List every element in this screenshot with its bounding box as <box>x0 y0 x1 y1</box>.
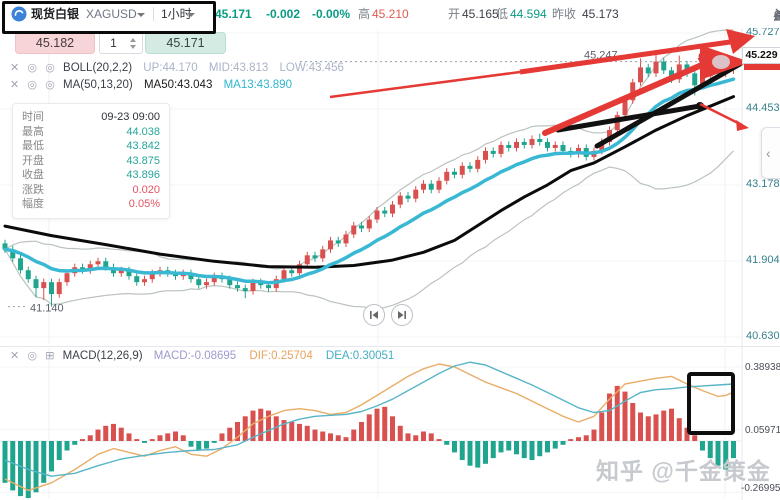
tooltip-row: 涨跌 0.020 <box>22 183 160 196</box>
dif-value: DIF:0.25704 <box>249 350 313 362</box>
remove-ma-icon[interactable]: ✕ <box>10 79 20 91</box>
macd-value: MACD:-0.08695 <box>153 350 237 362</box>
skip-to-start-icon <box>370 311 378 319</box>
stepper-down-icon[interactable] <box>130 44 136 49</box>
dea-value: DEA:0.30051 <box>325 350 395 362</box>
chevron-left-icon: ‹ <box>766 145 771 161</box>
svg-text:41.140: 41.140 <box>30 303 64 315</box>
remove-macd-icon[interactable]: ✕ <box>10 350 20 362</box>
macd-axis-label: 0.38938 <box>745 362 780 373</box>
tooltip-row: 最高 44.038 <box>22 125 160 138</box>
macd-title: MACD(12,26,9) <box>62 350 143 362</box>
boll-up-value: UP:44.170 <box>143 62 198 74</box>
high-value: 45.210 <box>372 7 409 21</box>
watermark: 知乎 @千金策金 <box>596 458 771 484</box>
tooltip-row: 幅度 0.05% <box>22 198 160 210</box>
tooltip-row: 最低 43.842 <box>22 140 160 152</box>
last-price: 45.171 <box>215 7 252 21</box>
open-value: 45.165 <box>462 7 499 21</box>
stepper-up-icon[interactable] <box>130 37 136 42</box>
boll-legend-row: ✕ ◎ ◎ BOLL(20,2,2) UP:44.170 MID:43.813 … <box>10 61 352 74</box>
boll-settings-icon[interactable]: ◎ <box>27 62 38 74</box>
ma50-value: MA50:43.043 <box>143 79 213 91</box>
macd-axis-label: 0.05971 <box>745 425 780 436</box>
toolbar: 现货白银 XAGUSD 1小时 45.171 -0.002 -0.00% 高 4… <box>0 0 780 28</box>
current-price-tag: 45.229 <box>742 47 780 64</box>
prev-close-value: 45.173 <box>582 7 619 21</box>
tooltip-row: 收盘 43.896 <box>22 169 160 181</box>
close-icon[interactable] <box>772 5 780 22</box>
price-axis-label: 45.727 <box>746 26 780 38</box>
ma13-value: MA13:43.890 <box>223 79 292 91</box>
price-change: -0.002 <box>266 7 301 21</box>
boll-title: BOLL(20,2,2) <box>63 62 133 74</box>
ma-legend-row: ✕ ◎ ◎ MA(50,13,20) MA50:43.043 MA13:43.8… <box>10 78 292 91</box>
boll-visibility-icon[interactable]: ◎ <box>45 62 55 74</box>
price-change-percent: -0.00% <box>312 7 351 21</box>
price-axis-label: 43.178 <box>746 178 780 190</box>
side-panel-toggle[interactable]: ‹ <box>761 127 780 179</box>
scroll-to-start-button[interactable] <box>363 304 385 326</box>
timeframe-selector[interactable]: 1小时 <box>161 7 192 21</box>
price-axis-label: 40.630 <box>746 330 780 342</box>
symbol-code[interactable]: XAGUSD <box>86 7 137 21</box>
sell-button[interactable]: 45.182 <box>15 32 95 54</box>
price-axis-label: 44.453 <box>746 102 780 114</box>
quantity-value[interactable]: 1 <box>110 36 117 50</box>
low-value: 44.594 <box>510 7 547 21</box>
remove-boll-icon[interactable]: ✕ <box>10 62 20 74</box>
broker-logo-icon <box>11 6 27 22</box>
macd-axis-label: -0.26995 <box>741 483 780 494</box>
symbol-name[interactable]: 现货白银 <box>31 7 80 21</box>
buy-button[interactable]: 45.171 <box>145 32 226 54</box>
ma-title: MA(50,13,20) <box>63 79 133 91</box>
timeframe-dropdown-caret-icon[interactable] <box>187 13 195 17</box>
macd-expand-icon[interactable]: ⊞ <box>45 350 55 362</box>
boll-low-value: LOW:43.456 <box>279 62 344 74</box>
stepper-arrows <box>127 37 142 49</box>
divider <box>153 7 154 21</box>
ma-settings-icon[interactable]: ◎ <box>27 79 38 91</box>
boll-mid-value: MID:43.813 <box>208 62 269 74</box>
low-label: 低 <box>496 7 509 21</box>
skip-to-end-icon <box>398 311 406 319</box>
macd-settings-icon[interactable]: ◎ <box>27 350 38 362</box>
macd-chart-canvas[interactable] <box>0 346 780 500</box>
high-label: 高 <box>358 7 371 21</box>
quantity-stepper[interactable]: 1 <box>99 32 143 54</box>
macd-legend-row: ✕ ◎ ⊞ MACD(12,26,9) MACD:-0.08695 DIF:0.… <box>10 349 394 362</box>
open-label: 开 <box>448 7 461 21</box>
tooltip-row: 时间 09-23 09:00 <box>22 111 160 123</box>
prev-close-label: 昨收 <box>552 7 577 21</box>
price-axis-label: 41.904 <box>746 254 780 266</box>
symbol-dropdown-caret-icon[interactable] <box>137 13 145 17</box>
tooltip-row: 开盘 43.875 <box>22 154 160 167</box>
candle-tooltip: 时间 09-23 09:00 最高 44.038 最低 43.842 开盘 43.875… <box>12 103 170 219</box>
ma-visibility-icon[interactable]: ◎ <box>45 79 55 91</box>
scroll-to-end-button[interactable] <box>391 304 413 326</box>
